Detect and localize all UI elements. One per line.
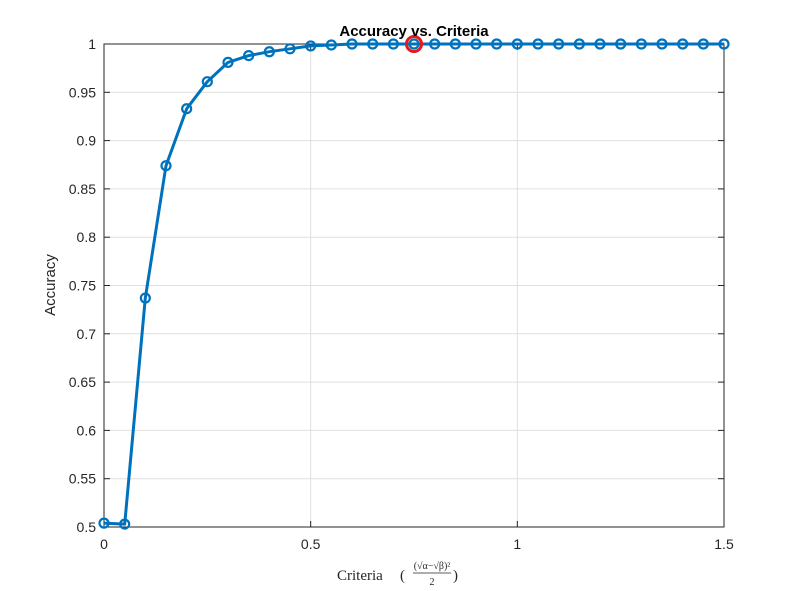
data-point-marker xyxy=(201,76,213,88)
highlight-marker xyxy=(405,35,423,53)
x-tick-label: 1.5 xyxy=(714,536,734,552)
data-markers xyxy=(98,38,730,530)
chart-title: Accuracy vs. Criteria xyxy=(339,23,489,40)
data-point-marker xyxy=(263,46,275,58)
y-tick-labels: 0.5 0.55 0.6 0.65 0.7 0.75 0.8 0.85 0.9 0.95 1 xyxy=(69,36,96,535)
y-tick-label: 1 xyxy=(88,36,96,52)
data-point-marker xyxy=(346,38,358,50)
x-axis-label-close-paren: ) xyxy=(453,568,458,584)
data-point-marker xyxy=(656,38,668,50)
data-point-marker xyxy=(387,38,399,50)
ticks xyxy=(103,43,725,528)
data-point-marker xyxy=(449,38,461,50)
y-tick-label: 0.85 xyxy=(69,181,96,197)
data-point-marker xyxy=(718,38,730,50)
data-point-marker xyxy=(284,43,296,55)
data-point-marker xyxy=(222,56,234,68)
data-point-marker xyxy=(594,38,606,50)
data-point-marker xyxy=(532,38,544,50)
series-line-group xyxy=(103,42,724,526)
x-tick-labels: 0 0.5 1 1.5 xyxy=(100,536,734,552)
x-axis-label-prefix: Criteria xyxy=(337,568,383,584)
x-axis-label-open-paren: ( xyxy=(400,568,405,584)
series-line xyxy=(103,42,724,526)
y-tick-label: 0.6 xyxy=(77,422,97,438)
x-tick-label: 0.5 xyxy=(301,536,321,552)
x-axis-label: Criteria ( (√α−√β)² 2 ) xyxy=(337,561,458,588)
x-axis-label-formula-denominator: 2 xyxy=(430,577,435,588)
x-tick-label: 0 xyxy=(100,536,108,552)
data-point-marker xyxy=(408,38,420,50)
data-point-marker xyxy=(119,518,131,530)
x-axis-label-formula-numerator: (√α−√β)² xyxy=(414,561,451,572)
y-tick-label: 0.95 xyxy=(69,84,96,100)
data-point-marker xyxy=(697,38,709,50)
y-tick-label: 0.7 xyxy=(77,326,97,342)
y-tick-label: 0.8 xyxy=(77,229,97,245)
y-axis-label: Accuracy xyxy=(42,254,59,316)
data-point-marker xyxy=(511,38,523,50)
y-tick-label: 0.55 xyxy=(69,471,96,487)
data-point-marker xyxy=(325,39,337,51)
data-point-marker xyxy=(553,38,565,50)
data-point-marker xyxy=(305,40,317,52)
data-point-marker xyxy=(367,38,379,50)
y-tick-label: 0.9 xyxy=(77,133,97,149)
y-tick-label: 0.65 xyxy=(69,374,96,390)
data-point-marker xyxy=(491,38,503,50)
data-point-marker xyxy=(160,160,172,172)
data-point-marker xyxy=(243,49,255,62)
highlight-group xyxy=(405,35,423,53)
data-point-marker xyxy=(677,38,689,50)
x-tick-label: 1 xyxy=(513,536,521,552)
y-tick-label: 0.5 xyxy=(77,519,97,535)
data-point-marker xyxy=(573,38,585,50)
data-point-marker xyxy=(429,38,441,50)
data-point-marker xyxy=(181,103,193,115)
data-point-marker xyxy=(98,517,110,529)
data-point-marker xyxy=(615,38,627,50)
data-point-marker xyxy=(470,38,482,50)
data-point-marker xyxy=(139,292,151,304)
y-tick-label: 0.75 xyxy=(69,278,96,294)
data-point-marker xyxy=(635,38,647,50)
grid xyxy=(104,44,724,527)
